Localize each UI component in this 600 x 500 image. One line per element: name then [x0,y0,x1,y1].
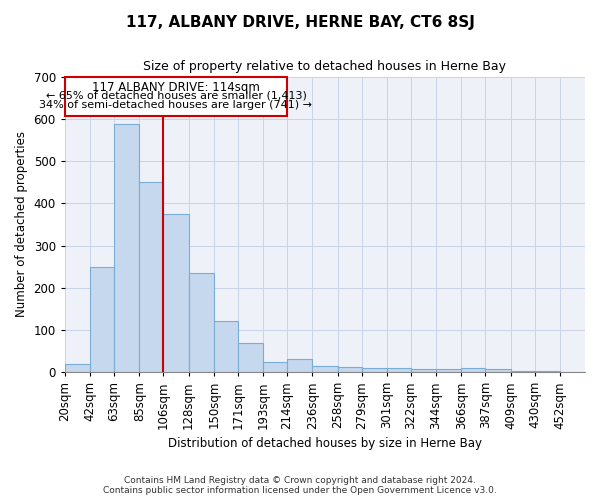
Bar [114,124,139,372]
Text: 34% of semi-detached houses are larger (741) →: 34% of semi-detached houses are larger (… [40,100,313,110]
Bar [411,368,436,372]
Bar [485,370,511,372]
Bar [313,366,338,372]
Text: Contains HM Land Registry data © Crown copyright and database right 2024.
Contai: Contains HM Land Registry data © Crown c… [103,476,497,495]
Bar [214,322,238,372]
X-axis label: Distribution of detached houses by size in Herne Bay: Distribution of detached houses by size … [168,437,482,450]
Bar [188,273,214,372]
Bar [139,182,163,372]
Bar [263,362,287,372]
Bar [362,368,387,372]
Y-axis label: Number of detached properties: Number of detached properties [15,132,28,318]
Title: Size of property relative to detached houses in Herne Bay: Size of property relative to detached ho… [143,60,506,73]
FancyBboxPatch shape [65,77,287,116]
Bar [287,360,313,372]
Bar [511,370,535,372]
Text: 117 ALBANY DRIVE: 114sqm: 117 ALBANY DRIVE: 114sqm [92,81,260,94]
Bar [461,368,485,372]
Bar [238,344,263,372]
Bar [387,368,411,372]
Text: ← 65% of detached houses are smaller (1,413): ← 65% of detached houses are smaller (1,… [46,90,307,101]
Bar [535,371,560,372]
Text: 117, ALBANY DRIVE, HERNE BAY, CT6 8SJ: 117, ALBANY DRIVE, HERNE BAY, CT6 8SJ [125,15,475,30]
Bar [436,370,461,372]
Bar [163,214,188,372]
Bar [65,364,90,372]
Bar [90,268,114,372]
Bar [338,367,362,372]
